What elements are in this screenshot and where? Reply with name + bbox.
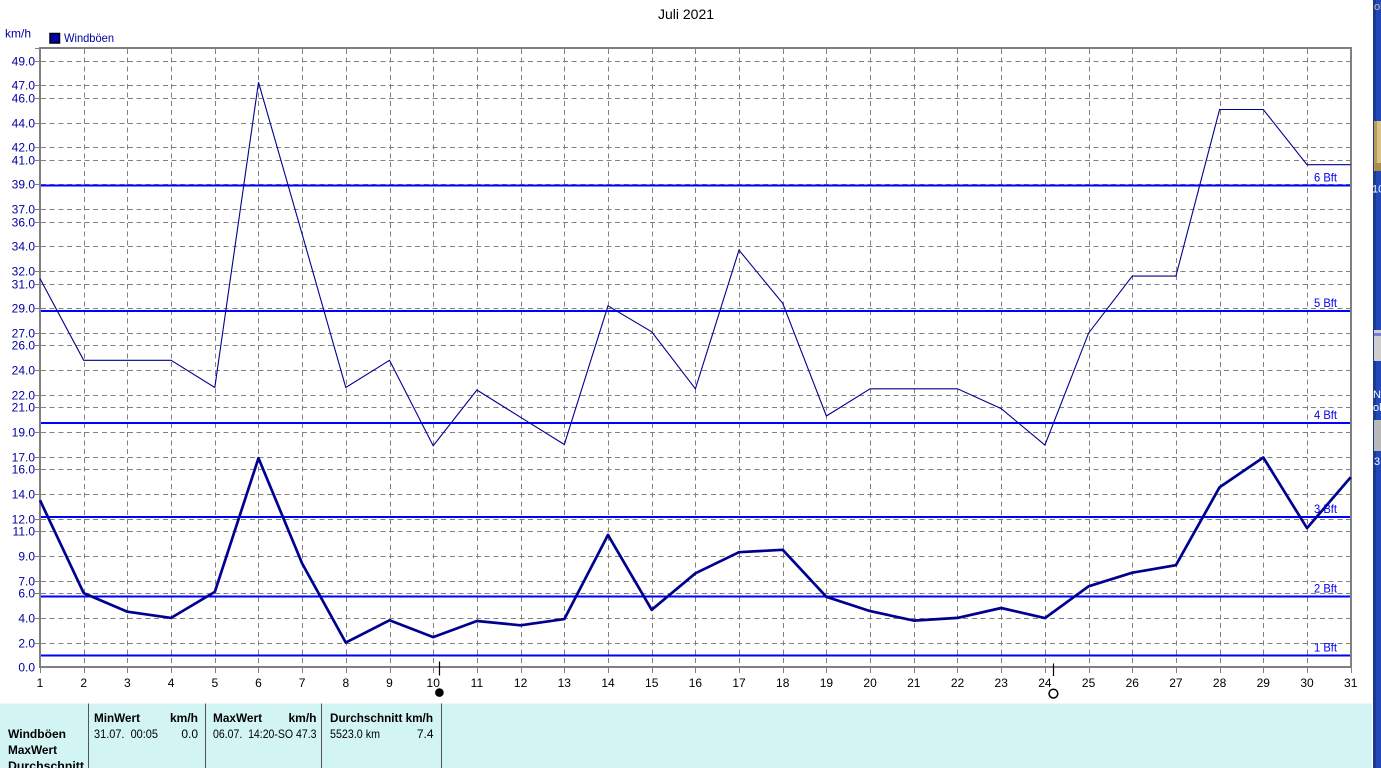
svg-text:0.0: 0.0 [181, 727, 198, 741]
svg-text:06.07. 14:20-SO 47.3: 06.07. 14:20-SO 47.3 [213, 727, 317, 741]
svg-text:ok: ok [1373, 402, 1381, 414]
svg-text:2.0: 2.0 [18, 637, 35, 651]
svg-text:14: 14 [601, 676, 615, 690]
svg-text:31.0: 31.0 [12, 278, 36, 292]
svg-text:27: 27 [1169, 676, 1183, 690]
svg-text:N: N [1373, 389, 1381, 401]
svg-text:4.0: 4.0 [18, 612, 35, 626]
svg-text:20: 20 [863, 676, 877, 690]
svg-text:Durchschnitt: Durchschnitt [8, 759, 84, 768]
svg-text:26: 26 [1126, 676, 1140, 690]
svg-text:9: 9 [386, 676, 393, 690]
svg-text:3: 3 [1374, 456, 1380, 468]
svg-text:12: 12 [514, 676, 528, 690]
svg-text:30: 30 [1300, 676, 1314, 690]
svg-text:ok: ok [1374, 1, 1381, 13]
svg-text:Windböen: Windböen [64, 31, 114, 45]
svg-text:16.0: 16.0 [12, 463, 36, 477]
svg-text:7.0: 7.0 [18, 575, 35, 589]
svg-text:19.0: 19.0 [12, 426, 36, 440]
svg-text:MaxWert: MaxWert [8, 743, 57, 757]
svg-text:MaxWert: MaxWert [213, 711, 262, 725]
svg-text:2: 2 [80, 676, 87, 690]
svg-text:6 Bft: 6 Bft [1314, 171, 1338, 185]
svg-text:27.0: 27.0 [12, 327, 36, 341]
svg-text:31.07. 00:05: 31.07. 00:05 [94, 727, 158, 741]
svg-text:16: 16 [689, 676, 703, 690]
svg-text:8: 8 [342, 676, 349, 690]
svg-text:9.0: 9.0 [18, 550, 35, 564]
svg-text:Windböen: Windböen [8, 727, 66, 741]
svg-text:37.0: 37.0 [12, 203, 36, 217]
svg-text:4 Bft: 4 Bft [1314, 408, 1338, 422]
svg-text:29: 29 [1257, 676, 1271, 690]
svg-text:5523.0 km: 5523.0 km [330, 727, 380, 741]
svg-text:36.0: 36.0 [12, 216, 36, 230]
svg-text:11: 11 [471, 676, 484, 690]
svg-text:MinWert: MinWert [94, 711, 140, 725]
svg-text:13: 13 [558, 676, 572, 690]
svg-text:28: 28 [1213, 676, 1227, 690]
svg-text:6: 6 [255, 676, 262, 690]
svg-text:26.0: 26.0 [12, 339, 36, 353]
svg-text:5: 5 [211, 676, 218, 690]
svg-text:1 Bft: 1 Bft [1314, 641, 1338, 655]
svg-text:11.0: 11.0 [13, 525, 36, 539]
svg-text:21.0: 21.0 [12, 401, 36, 415]
svg-text:41.0: 41.0 [12, 154, 36, 168]
svg-text:6.0: 6.0 [18, 587, 35, 601]
svg-text:47.0: 47.0 [12, 79, 36, 93]
svg-text:25: 25 [1082, 676, 1096, 690]
svg-text:46.0: 46.0 [12, 92, 36, 106]
svg-text:15: 15 [645, 676, 659, 690]
svg-text:24.0: 24.0 [12, 364, 36, 378]
svg-text:3: 3 [124, 676, 131, 690]
svg-text:32.0: 32.0 [12, 265, 36, 279]
svg-text:31: 31 [1344, 676, 1358, 690]
svg-text:km/h: km/h [170, 711, 198, 725]
svg-text:10: 10 [427, 676, 441, 690]
svg-text:42.0: 42.0 [12, 141, 36, 155]
svg-text:18: 18 [776, 676, 790, 690]
svg-text:44.0: 44.0 [12, 117, 36, 131]
svg-text:10: 10 [1372, 184, 1381, 196]
svg-text:Durchschnitt km/h: Durchschnitt km/h [330, 711, 433, 725]
svg-text:Juli 2021: Juli 2021 [658, 6, 714, 22]
svg-text:1: 1 [37, 676, 44, 690]
svg-text:22.0: 22.0 [12, 389, 36, 403]
svg-text:17: 17 [732, 676, 746, 690]
svg-text:17.0: 17.0 [12, 451, 36, 465]
svg-text:4: 4 [168, 676, 175, 690]
svg-text:39.0: 39.0 [12, 178, 36, 192]
svg-text:21: 21 [907, 676, 921, 690]
svg-text:3 Bft: 3 Bft [1314, 502, 1338, 516]
svg-text:7: 7 [299, 676, 306, 690]
svg-text:km/h: km/h [288, 711, 316, 725]
svg-text:5 Bft: 5 Bft [1314, 296, 1338, 310]
svg-text:km/h: km/h [5, 27, 31, 41]
svg-text:7.4: 7.4 [417, 727, 434, 741]
svg-text:22: 22 [951, 676, 965, 690]
svg-text:2 Bft: 2 Bft [1314, 582, 1338, 596]
svg-text:24: 24 [1038, 676, 1052, 690]
svg-text:14.0: 14.0 [12, 488, 36, 502]
svg-text:49.0: 49.0 [12, 55, 36, 69]
svg-text:12.0: 12.0 [12, 513, 36, 527]
svg-text:0.0: 0.0 [18, 661, 35, 675]
svg-text:29.0: 29.0 [12, 302, 36, 316]
svg-text:23: 23 [995, 676, 1009, 690]
svg-text:34.0: 34.0 [12, 240, 36, 254]
svg-text:19: 19 [820, 676, 834, 690]
